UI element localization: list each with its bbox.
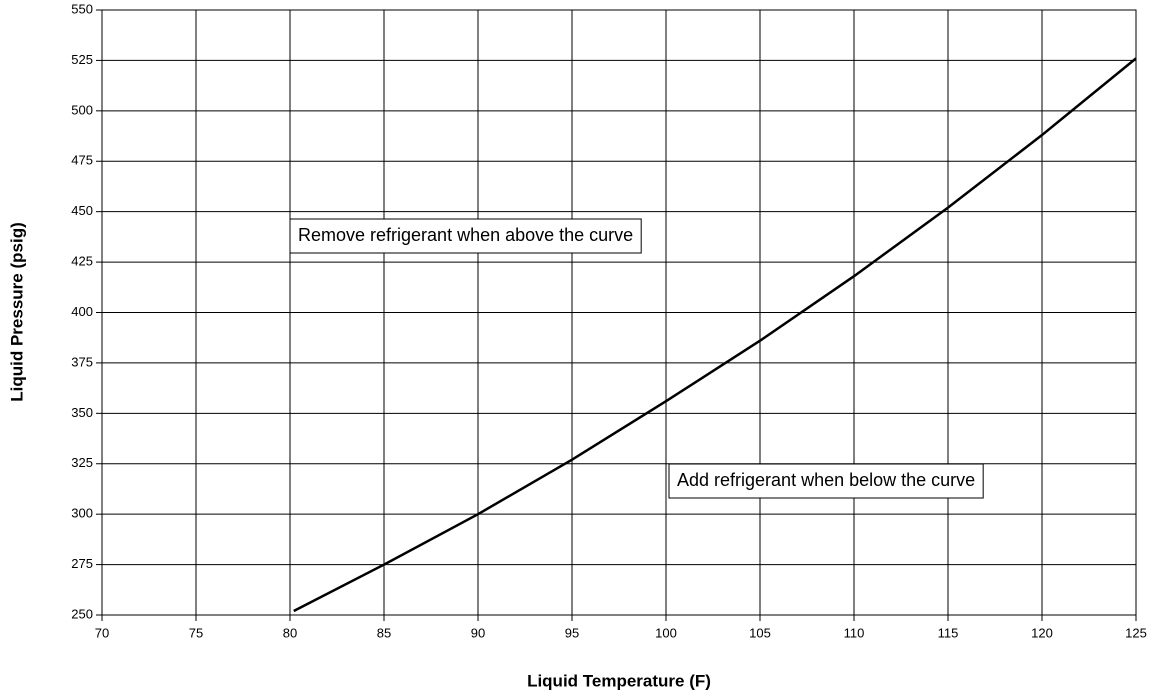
x-tick-label: 80 bbox=[283, 625, 297, 640]
y-tick-label: 500 bbox=[71, 102, 93, 117]
y-axis-label: Liquid Pressure (psig) bbox=[7, 222, 26, 401]
y-tick-label: 550 bbox=[71, 1, 93, 16]
y-tick-label: 250 bbox=[71, 606, 93, 621]
x-tick-label: 95 bbox=[565, 625, 579, 640]
y-tick-label: 325 bbox=[71, 455, 93, 470]
curve bbox=[293, 57, 1137, 613]
x-tick-label: 110 bbox=[844, 625, 865, 640]
annotation: Add refrigerant when below the curve bbox=[677, 470, 975, 490]
x-tick-label: 125 bbox=[1125, 625, 1147, 640]
y-tick-label: 425 bbox=[71, 254, 93, 269]
y-tick-label: 300 bbox=[71, 506, 93, 521]
x-tick-label: 90 bbox=[471, 625, 485, 640]
x-tick-label: 70 bbox=[95, 625, 109, 640]
y-tick-label: 375 bbox=[71, 354, 93, 369]
y-tick-label: 400 bbox=[71, 304, 93, 319]
x-tick-label: 105 bbox=[749, 625, 771, 640]
x-tick-label: 115 bbox=[938, 625, 959, 640]
annotation-box bbox=[289, 218, 642, 254]
x-tick-label: 120 bbox=[1031, 625, 1053, 640]
x-axis-label: Liquid Temperature (F) bbox=[527, 671, 711, 690]
y-tick-label: 350 bbox=[71, 405, 93, 420]
annotation: Remove refrigerant when above the curve bbox=[298, 225, 633, 245]
x-tick-label: 100 bbox=[655, 625, 677, 640]
y-tick-label: 450 bbox=[71, 203, 93, 218]
annotation-box bbox=[668, 463, 984, 499]
x-tick-label: 85 bbox=[377, 625, 391, 640]
y-tick-label: 475 bbox=[71, 153, 93, 168]
x-tick-label: 75 bbox=[189, 625, 203, 640]
y-tick-label: 275 bbox=[71, 556, 93, 571]
y-tick-label: 525 bbox=[71, 52, 93, 67]
